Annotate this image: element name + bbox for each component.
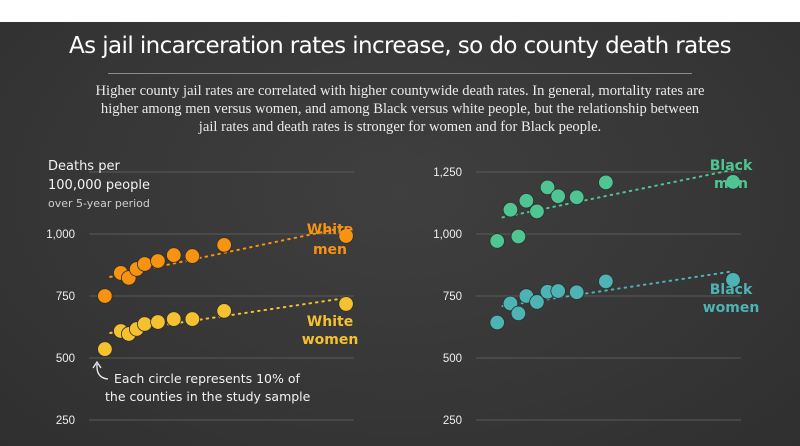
data-point <box>338 228 354 244</box>
series-white-men: White men <box>97 222 354 304</box>
panel-1: 250 500 750 1,000 Deaths per 100,000 people ov… <box>46 159 358 427</box>
data-point <box>136 256 153 272</box>
data-point <box>338 296 354 312</box>
series-black-men: Black men <box>489 158 753 249</box>
series-label: women <box>703 300 760 316</box>
y-tick-label: 1,250 <box>433 167 462 179</box>
y-tick-label: 250 <box>443 415 462 427</box>
series-label: women <box>302 332 359 348</box>
y-tick-label: 750 <box>56 291 75 303</box>
data-point <box>725 174 741 190</box>
y-tick-label: 250 <box>56 415 75 427</box>
data-point <box>510 228 527 245</box>
series-label: White <box>307 314 353 330</box>
series-black-women: Black women <box>489 270 760 331</box>
annotation-text: Each circle represents 10% of <box>114 371 301 386</box>
data-point <box>216 237 232 253</box>
data-point <box>725 272 741 288</box>
data-point <box>510 305 527 322</box>
data-point <box>569 284 585 300</box>
data-point <box>598 273 614 290</box>
annotation-arrow <box>96 363 109 380</box>
series-label: White <box>307 222 353 238</box>
y-tick-label: 1,000 <box>433 229 462 241</box>
data-point <box>97 288 113 304</box>
data-point <box>166 311 182 327</box>
data-point <box>150 253 166 269</box>
data-point <box>489 314 505 331</box>
data-point <box>529 203 545 220</box>
series-label: Black <box>710 282 753 298</box>
data-point <box>97 341 113 357</box>
data-point <box>150 314 166 330</box>
y-tick-label: 500 <box>56 353 75 365</box>
panel-2: 250 500 750 1,000 1,250 Black men Black women <box>433 158 759 427</box>
y-axis-label: 100,000 people <box>48 178 150 193</box>
data-point <box>216 303 232 319</box>
data-point <box>569 189 585 205</box>
data-point <box>166 247 182 263</box>
y-tick-label: 750 <box>443 291 462 303</box>
y-tick-label: 1,000 <box>46 229 75 241</box>
data-point <box>598 174 614 191</box>
data-point <box>502 201 519 218</box>
y-axis-sublabel: over 5-year period <box>48 197 150 210</box>
series-label: men <box>313 242 347 258</box>
y-tick-label: 500 <box>443 353 462 365</box>
series-label: men <box>714 176 748 192</box>
data-point <box>184 311 201 327</box>
data-point <box>518 193 535 209</box>
data-point <box>550 188 566 205</box>
data-point <box>136 316 153 332</box>
annotation-text: the counties in the study sample <box>105 389 311 404</box>
arrow-head-icon <box>92 360 102 369</box>
subtitle: Higher county jail rates are correlated … <box>95 83 705 135</box>
data-point <box>550 283 566 299</box>
data-point <box>184 248 201 264</box>
page-title: As jail incarceration rates increase, so… <box>69 33 732 59</box>
series-white-women: White women <box>97 296 359 357</box>
y-axis-label: Deaths per <box>48 159 120 174</box>
series-label: Black <box>710 158 753 174</box>
data-point <box>489 233 505 249</box>
data-point <box>539 179 556 196</box>
title-divider <box>108 73 692 74</box>
data-point <box>529 294 545 310</box>
